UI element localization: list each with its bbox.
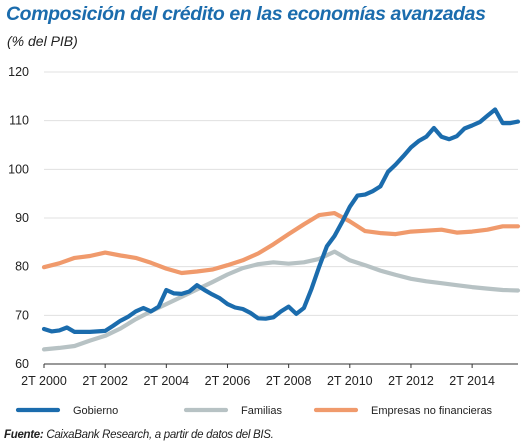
source-note: Fuente: CaixaBank Research, a partir de … [4,429,274,441]
y-tick-label: 120 [8,65,29,79]
y-tick-label: 70 [15,308,29,322]
x-tick-label: 2T 2002 [82,374,128,388]
series-lines [41,107,521,352]
y-tick-label: 110 [9,114,29,128]
x-tick-label: 2T 2000 [21,374,67,388]
x-tick-label: 2T 2008 [266,374,312,388]
y-tick-label: 80 [15,260,29,274]
chart-title: Composición del crédito en las economías… [6,3,486,25]
source-label: Fuente: [4,429,44,441]
source-text: CaixaBank Research, a partir de datos de… [43,429,274,441]
series-line-familias [41,249,521,352]
y-tick-label: 90 [15,211,29,225]
series-line-empresas-no-financieras [41,211,521,276]
chart-subtitle: (% del PIB) [7,33,78,49]
x-tick-label: 2T 2004 [143,374,189,388]
x-tick-label: 2T 2010 [327,374,373,388]
series-line-gobierno [41,107,521,334]
grid-lines [44,71,518,316]
legend-label: Gobierno [73,405,118,417]
legend-label: Empresas no financieras [371,405,493,417]
x-tick-label: 2T 2006 [205,374,251,388]
legend-label: Familias [241,405,282,417]
axes: 60 70 80 90 100 110 120 2T 2000 2T 2002 2T 2004 2T… [8,65,518,388]
y-tick-label: 60 [15,357,29,371]
y-tick-label: 100 [8,162,29,176]
x-tick-label: 2T 2014 [449,374,495,388]
line-chart: 60 70 80 90 100 110 120 2T 2000 2T 2002 2T 2004 2T… [8,65,521,417]
x-tick-label: 2T 2012 [388,374,434,388]
legend: Gobierno Familias Empresas no financieras [15,405,493,417]
